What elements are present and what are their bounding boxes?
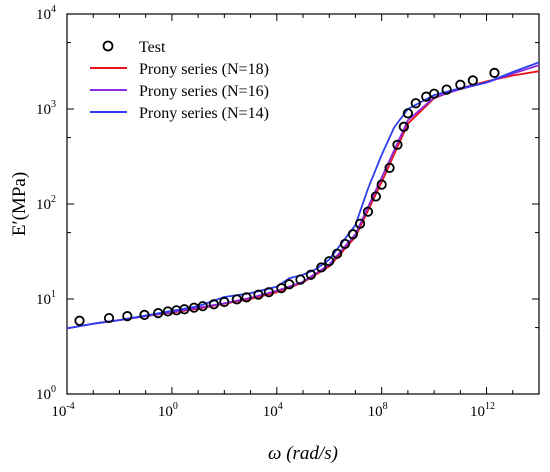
data-point	[139, 309, 150, 321]
data-point	[295, 274, 306, 285]
data-point	[74, 315, 85, 326]
x-tick-label: 104	[263, 401, 283, 420]
legend-marker	[102, 40, 114, 52]
data-point	[354, 218, 366, 229]
series-line-3	[66, 61, 540, 330]
y-tick-label: 101	[36, 289, 56, 308]
data-point	[489, 67, 500, 78]
x-tick-label: 10-4	[51, 401, 74, 420]
x-tick-label: 108	[368, 401, 388, 420]
data-point	[384, 162, 395, 173]
data-point	[455, 79, 466, 90]
legend-label: Prony series (N=18)	[139, 61, 269, 78]
data-point	[241, 292, 252, 303]
data-point	[392, 139, 403, 150]
data-point	[376, 179, 387, 190]
data-point	[276, 283, 287, 294]
data-point	[122, 311, 133, 322]
y-tick-labels: 100 101 102 103 104	[36, 4, 56, 403]
data-point	[324, 256, 335, 267]
data-point	[284, 279, 295, 290]
data-point	[332, 248, 343, 259]
data-point	[316, 262, 327, 273]
legend: Test Prony series (N=18) Prony series (N=1…	[90, 39, 269, 122]
series-lines	[66, 61, 540, 330]
data-point	[263, 287, 274, 298]
data-point	[153, 308, 164, 319]
legend-label: Prony series (N=14)	[139, 105, 269, 122]
x-tick-label: 1012	[470, 401, 495, 420]
test-points	[74, 67, 500, 326]
axis-ticks	[66, 13, 540, 395]
data-point	[219, 296, 230, 308]
data-point	[429, 88, 440, 99]
x-axis-label: ω (rad/s)	[268, 443, 338, 464]
data-point	[339, 238, 351, 250]
x-tick-labels: 10-4 100 104 108 1012	[51, 401, 495, 420]
legend-label: Test	[139, 39, 166, 56]
data-point	[410, 98, 421, 109]
data-point	[370, 191, 381, 202]
data-point	[362, 206, 374, 217]
y-tick-label: 102	[36, 194, 56, 213]
data-point	[347, 229, 359, 240]
data-point	[441, 84, 452, 95]
data-point	[305, 269, 316, 280]
data-point	[467, 75, 478, 86]
legend-label: Prony series (N=16)	[139, 83, 269, 100]
y-tick-label: 100	[36, 384, 56, 403]
data-point	[103, 312, 115, 324]
plot-frame	[66, 13, 540, 395]
series-line-1	[66, 70, 540, 330]
y-axis-label: E′(MPa)	[9, 172, 30, 236]
data-point	[197, 301, 208, 312]
data-point	[179, 304, 190, 315]
x-tick-label: 100	[158, 401, 178, 420]
data-point	[398, 121, 409, 132]
data-point	[402, 108, 413, 119]
series-line-2	[66, 64, 540, 330]
data-point	[208, 299, 219, 310]
data-point	[253, 289, 264, 300]
y-tick-label: 103	[36, 99, 56, 118]
data-point	[231, 294, 242, 305]
y-tick-label: 104	[36, 4, 56, 23]
